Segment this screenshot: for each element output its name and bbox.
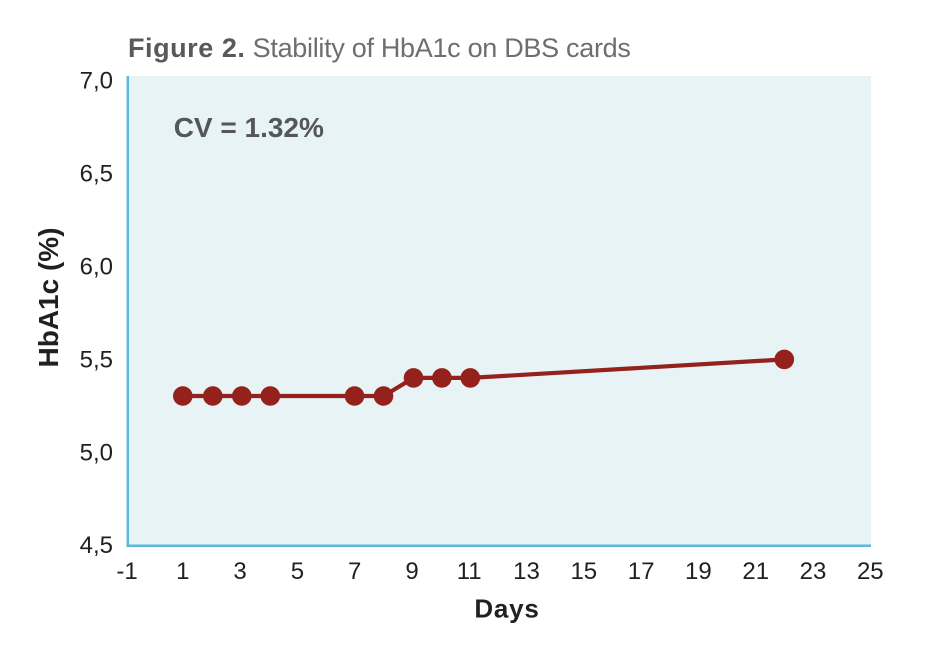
svg-text:7: 7: [348, 558, 361, 585]
svg-text:3: 3: [233, 558, 246, 585]
svg-text:17: 17: [628, 558, 655, 585]
svg-text:Figure 2. Stability of HbA1c o: Figure 2. Stability of HbA1c on DBS card…: [128, 33, 631, 63]
svg-text:1: 1: [176, 558, 189, 585]
svg-text:25: 25: [857, 558, 884, 585]
svg-text:13: 13: [513, 558, 540, 585]
svg-text:9: 9: [405, 558, 418, 585]
svg-text:21: 21: [742, 558, 769, 585]
svg-text:-1: -1: [116, 558, 137, 585]
svg-text:6,0: 6,0: [80, 253, 113, 280]
svg-text:HbA1c (%): HbA1c (%): [33, 227, 64, 367]
svg-text:Days: Days: [474, 594, 539, 624]
svg-text:4,5: 4,5: [80, 532, 113, 559]
svg-text:5,5: 5,5: [80, 346, 113, 373]
svg-text:7,0: 7,0: [80, 68, 113, 95]
svg-text:19: 19: [685, 558, 712, 585]
svg-text:5: 5: [291, 558, 304, 585]
svg-text:CV = 1.32%: CV = 1.32%: [174, 112, 324, 143]
svg-text:5,0: 5,0: [80, 439, 113, 466]
svg-text:15: 15: [570, 558, 597, 585]
svg-text:23: 23: [800, 558, 827, 585]
svg-text:11: 11: [457, 558, 482, 585]
svg-text:6,5: 6,5: [80, 161, 113, 188]
